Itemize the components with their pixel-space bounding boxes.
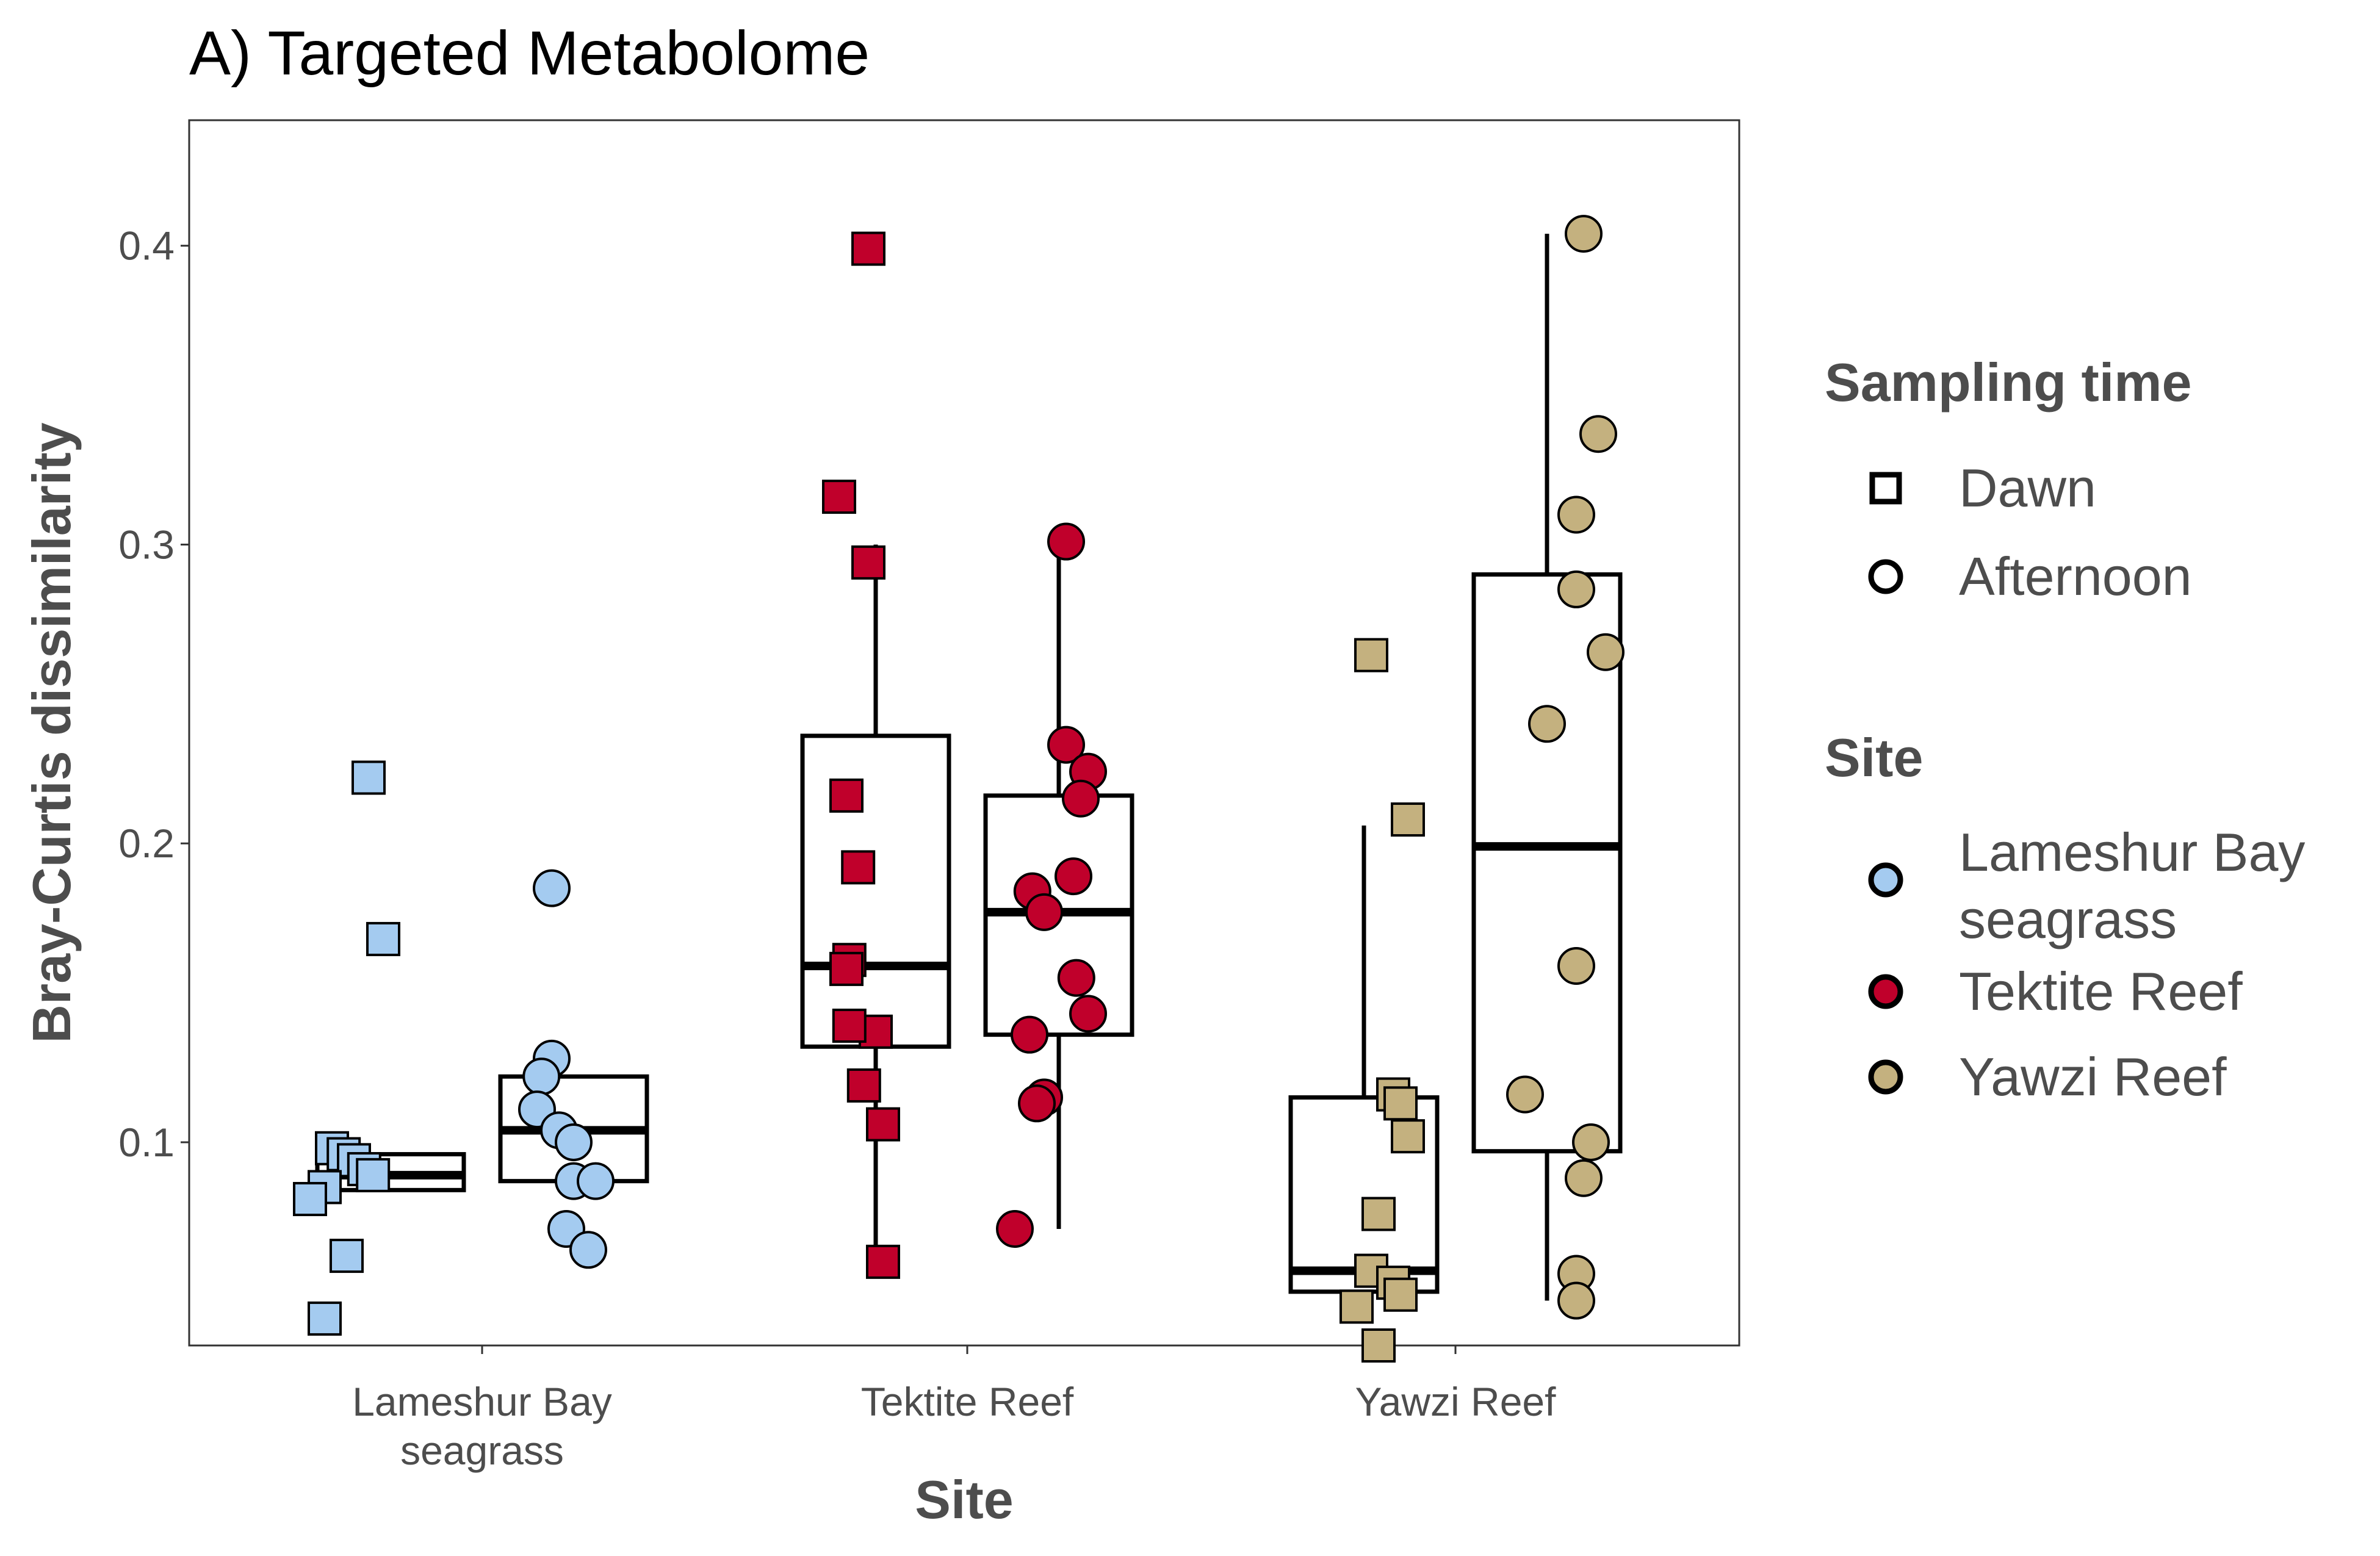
plot-panel	[188, 119, 1740, 1347]
legend-label: Dawn	[1959, 458, 2096, 518]
data-point-square	[356, 1158, 391, 1192]
data-point-square	[841, 850, 876, 885]
data-point-square	[330, 1239, 364, 1273]
data-point-circle	[1069, 995, 1107, 1033]
data-point-circle	[1506, 1075, 1544, 1114]
data-point-circle	[1055, 857, 1092, 896]
legend-key-dawn	[1869, 472, 1902, 505]
data-point-square	[846, 1068, 881, 1103]
y-axis: 0.1 0.2 0.3 0.4	[118, 223, 189, 1165]
data-point-square	[352, 760, 386, 795]
data-point-circle	[555, 1123, 593, 1161]
data-point-circle	[569, 1231, 607, 1269]
data-point-square	[1361, 1328, 1396, 1363]
legend-label: Afternoon	[1959, 546, 2192, 607]
legend-color-title: Site	[1825, 727, 1923, 788]
legend-label: Tektite Reef	[1959, 961, 2243, 1021]
legend-label-line: seagrass	[1959, 889, 2177, 949]
legend-shape-title: Sampling time	[1825, 352, 2191, 412]
data-point-square	[851, 231, 885, 266]
data-point-square	[1383, 1086, 1418, 1121]
legend-key-site	[1868, 1059, 1903, 1095]
data-point-circle	[1572, 1123, 1610, 1161]
data-point-circle	[1062, 779, 1100, 818]
data-point-square	[832, 1008, 867, 1043]
x-tick-label-line: seagrass	[400, 1428, 564, 1473]
legend-label-line: Lameshur Bay	[1959, 822, 2305, 882]
y-tick-label: 0.3	[118, 522, 175, 567]
y-tick-label: 0.4	[118, 223, 175, 268]
data-point-square	[308, 1301, 342, 1336]
legend-label: Yawzi Reef	[1959, 1046, 2227, 1107]
data-point-circle	[577, 1162, 615, 1200]
chart-title: A) Targeted Metabolome	[189, 18, 870, 88]
x-tick-label-line: Lameshur Bay	[352, 1379, 612, 1424]
data-point-circle	[1025, 893, 1063, 931]
points-layer	[293, 215, 1625, 1363]
data-point-circle	[1587, 633, 1625, 671]
data-point-square	[1383, 1277, 1418, 1312]
y-tick-label: 0.2	[118, 821, 175, 866]
data-point-square	[1354, 638, 1388, 672]
x-tick-label: Yawzi Reef	[1355, 1379, 1557, 1424]
legend-items: Dawn Afternoon Lameshur Bay seagrass Tektite…	[1868, 458, 2305, 1107]
boxes-layer	[315, 234, 1623, 1301]
data-point-square	[1391, 802, 1425, 837]
x-tick-label-line: Yawzi Reef	[1355, 1379, 1557, 1424]
legend-key-afternoon	[1868, 559, 1903, 594]
data-point-square	[829, 778, 864, 813]
data-point-circle	[1011, 1015, 1048, 1054]
data-point-circle	[1557, 495, 1595, 534]
legend-label-line: Yawzi Reef	[1959, 1046, 2227, 1107]
data-point-circle	[1565, 215, 1603, 253]
data-point-circle	[1047, 726, 1085, 764]
box	[1471, 572, 1623, 1154]
data-point-square	[829, 951, 864, 986]
data-point-circle	[1557, 570, 1595, 608]
data-point-square	[1361, 1197, 1396, 1231]
legend-key-site	[1868, 862, 1903, 898]
data-point-circle	[1557, 947, 1595, 985]
legend-label: Lameshur Bay seagrass	[1959, 822, 2305, 949]
data-point-circle	[1557, 1281, 1595, 1320]
data-point-square	[293, 1182, 327, 1217]
x-tick-label: Tektite Reef	[861, 1379, 1074, 1424]
legend: Sampling time Site Dawn Afternoon Lameshur…	[1825, 352, 2305, 1107]
x-tick-label-line: Tektite Reef	[861, 1379, 1074, 1424]
data-point-circle	[522, 1057, 561, 1096]
x-axis-title: Site	[915, 1469, 1013, 1530]
data-point-square	[1340, 1289, 1374, 1324]
data-point-circle	[533, 869, 571, 907]
data-point-circle	[996, 1209, 1034, 1248]
data-point-square	[822, 480, 856, 514]
data-point-circle	[1565, 1159, 1603, 1197]
data-point-circle	[1528, 705, 1566, 743]
data-point-circle	[1579, 415, 1617, 453]
data-point-square	[866, 1107, 900, 1142]
data-point-circle	[1057, 959, 1095, 997]
data-point-square	[366, 921, 400, 956]
y-tick-label: 0.1	[118, 1120, 175, 1165]
data-point-square	[866, 1244, 900, 1279]
y-axis-title: Bray-Curtis dissimilarity	[21, 422, 82, 1043]
x-tick-label: Lameshur Bay seagrass	[352, 1379, 612, 1473]
legend-key-site	[1868, 974, 1903, 1009]
data-point-square	[851, 545, 885, 580]
data-point-circle	[1047, 522, 1085, 561]
legend-label-line: Tektite Reef	[1959, 961, 2243, 1021]
data-point-circle	[1018, 1084, 1056, 1123]
x-axis: Lameshur Bay seagrass Tektite Reef Yawzi Re…	[352, 1345, 1556, 1473]
data-point-square	[1391, 1119, 1425, 1154]
